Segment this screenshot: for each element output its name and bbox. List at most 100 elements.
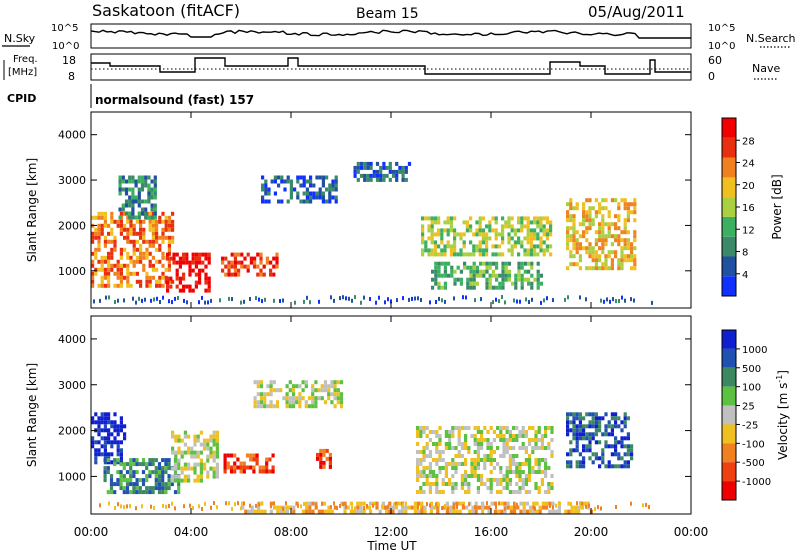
heatmap-cell (582, 210, 586, 215)
heatmap-cell (177, 478, 181, 483)
heatmap-cell (180, 438, 184, 443)
colorbar-swatch (722, 177, 736, 198)
heatmap-cell (263, 392, 267, 397)
colorbar-tick-label: 20 (742, 181, 755, 192)
heatmap-cell (505, 426, 509, 430)
heatmap-cell (607, 444, 611, 449)
heatmap-cell (416, 458, 420, 462)
heatmap-cell (578, 234, 582, 239)
heatmap-cell (212, 454, 216, 459)
heatmap-cell (598, 206, 602, 211)
heatmap-cell (488, 277, 492, 282)
heatmap-cell (128, 211, 132, 216)
ground-scatter-cell (144, 297, 146, 302)
heatmap-cell (312, 195, 316, 200)
time-x-ticks: 00:00 04:00 08:00 12:00 16:00 20:00 00:00 (74, 112, 708, 539)
heatmap-cell (601, 460, 605, 465)
heatmap-cell (328, 456, 332, 461)
ground-scatter-cell (429, 503, 431, 508)
heatmap-cell (212, 430, 216, 435)
ground-scatter-cell (531, 297, 533, 302)
heatmap-cell (137, 211, 141, 216)
heatmap-cell (472, 232, 476, 237)
heatmap-cell (252, 465, 256, 470)
heatmap-cell (549, 224, 553, 229)
heatmap-cell (215, 438, 219, 443)
heatmap-cell (523, 269, 527, 274)
heatmap-cell (280, 179, 284, 184)
heatmap-cell (121, 203, 125, 208)
ground-scatter-cell (381, 504, 383, 509)
heatmap-cell (271, 453, 275, 458)
heatmap-cell (145, 255, 149, 260)
heatmap-cell (153, 211, 157, 216)
heatmap-cell (475, 281, 479, 286)
heatmap-cell (119, 223, 123, 228)
heatmap-cell (617, 226, 621, 231)
heatmap-cell (578, 452, 582, 457)
heatmap-cell (327, 384, 331, 389)
heatmap-cell (550, 486, 554, 490)
ground-scatter-cell (615, 299, 617, 304)
heatmap-cell (142, 235, 146, 240)
heatmap-cell (435, 478, 439, 482)
heatmap-cell (424, 216, 428, 221)
heatmap-cell (416, 426, 420, 430)
heatmap-cell (513, 228, 517, 233)
heatmap-cell (494, 228, 498, 233)
heatmap-cell (507, 220, 511, 225)
heatmap-cell (473, 470, 477, 474)
heatmap-cell (258, 469, 262, 474)
heatmap-cell (470, 474, 474, 478)
heatmap-cell (334, 195, 338, 200)
heatmap-cell (453, 248, 457, 253)
heatmap-cell (125, 486, 130, 491)
heatmap-cell (319, 452, 323, 457)
heatmap-cell (485, 248, 489, 253)
heatmap-cell (422, 466, 426, 470)
heatmap-cell (118, 187, 122, 192)
heatmap-cell (575, 202, 579, 207)
heatmap-cell (261, 175, 265, 180)
heatmap-cell (572, 230, 576, 235)
heatmap-cell (427, 248, 431, 253)
heatmap-cell (142, 219, 146, 224)
heatmap-cell (472, 265, 476, 270)
heatmap-cell (542, 224, 546, 229)
heatmap-cell (151, 470, 155, 475)
heatmap-cell (151, 219, 155, 224)
heatmap-cell (575, 448, 579, 453)
heatmap-cell (312, 191, 316, 196)
heatmap-cell (508, 454, 512, 458)
heatmap-cell (141, 482, 146, 487)
heatmap-cell (145, 474, 149, 479)
ground-scatter-cell (378, 295, 380, 300)
heatmap-cell (182, 284, 186, 289)
heatmap-cell (430, 220, 434, 225)
heatmap-cell (283, 187, 287, 192)
heatmap-cell (429, 505, 433, 510)
heatmap-cell (466, 265, 470, 270)
heatmap-cell (407, 161, 412, 166)
heatmap-cell (495, 277, 499, 282)
heatmap-cell (212, 434, 216, 439)
heatmap-cell (155, 279, 159, 284)
heatmap-cell (513, 505, 517, 510)
heatmap-cell (453, 269, 457, 274)
heatmap-cell (419, 486, 423, 490)
heatmap-cell (212, 438, 216, 443)
heatmap-cell (139, 231, 143, 236)
heatmap-cell (194, 284, 198, 289)
heatmap-cell (443, 248, 447, 253)
heatmap-cell (157, 486, 162, 491)
heatmap-cell (203, 462, 207, 467)
heatmap-cell (454, 482, 458, 486)
heatmap-cell (575, 424, 579, 429)
heatmap-cell (147, 195, 151, 200)
ground-scatter-cell (210, 505, 212, 510)
heatmap-cell (269, 400, 273, 405)
nsky-label: N.Sky (4, 32, 36, 45)
heatmap-cell (264, 199, 268, 204)
heatmap-cell (272, 272, 276, 277)
heatmap-cell (145, 271, 149, 276)
